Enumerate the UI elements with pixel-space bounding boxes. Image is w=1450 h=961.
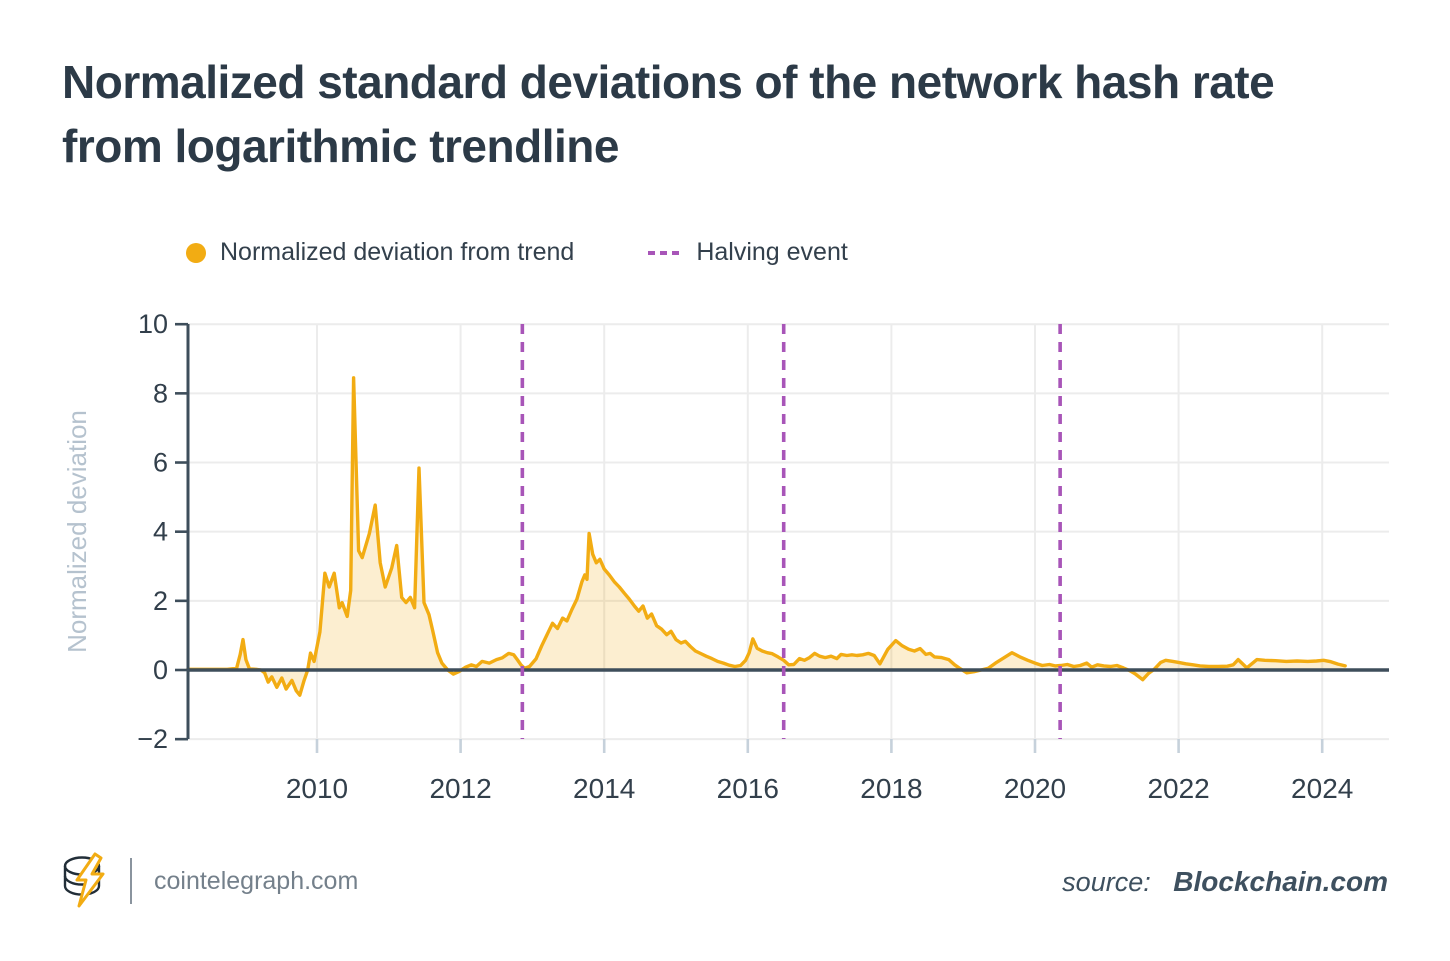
x-tick-label: 2016	[717, 773, 779, 804]
x-tick-label: 2018	[860, 773, 922, 804]
footer: cointelegraph.com source: Blockchain.com	[0, 840, 1450, 930]
x-tick-label: 2012	[429, 773, 491, 804]
y-tick-label: 8	[153, 378, 168, 408]
y-tick-label: 4	[153, 517, 168, 547]
legend-item-deviation: Normalized deviation from trend	[186, 238, 574, 267]
source-prefix: source:	[1062, 867, 1151, 897]
x-tick-label: 2014	[573, 773, 635, 804]
brand-url: cointelegraph.com	[154, 866, 359, 895]
y-tick-label: −2	[137, 724, 168, 754]
series-line	[186, 376, 1347, 697]
y-tick-label: 0	[153, 655, 168, 685]
halving-dash-icon	[648, 250, 683, 255]
legend-label-deviation: Normalized deviation from trend	[220, 238, 575, 266]
y-tick-label: 2	[153, 586, 168, 616]
x-tick-label: 2022	[1147, 773, 1209, 804]
source-name: Blockchain.com	[1173, 866, 1388, 897]
legend-label-halving: Halving event	[696, 238, 848, 266]
title-line-1: Normalized standard deviations of the ne…	[62, 56, 1275, 108]
brand-divider	[130, 858, 132, 904]
title-line-2: from logarithmic trendline	[62, 120, 619, 172]
series-area	[187, 377, 1346, 696]
page-title: Normalized standard deviations of the ne…	[62, 50, 1422, 178]
chart-legend: Normalized deviation from trend Halving …	[186, 238, 848, 267]
x-tick-label: 2020	[1004, 773, 1066, 804]
x-tick-label: 2010	[286, 773, 348, 804]
y-tick-label: 6	[153, 448, 168, 478]
deviation-area-chart: −2 0 2 4 6 8 10 2010 2012 2014 2016 2018 2020 2022 202…	[62, 309, 1389, 804]
brand-block: cointelegraph.com	[58, 852, 358, 910]
source-credit: source: Blockchain.com	[1062, 866, 1388, 898]
x-tick-label: 2024	[1291, 773, 1353, 804]
series-dot-icon	[186, 242, 206, 263]
y-tick-label: 10	[138, 309, 168, 339]
y-axis-title: Normalized deviation	[62, 410, 92, 653]
cointelegraph-logo-icon	[63, 852, 105, 908]
legend-item-halving: Halving event	[648, 238, 848, 267]
